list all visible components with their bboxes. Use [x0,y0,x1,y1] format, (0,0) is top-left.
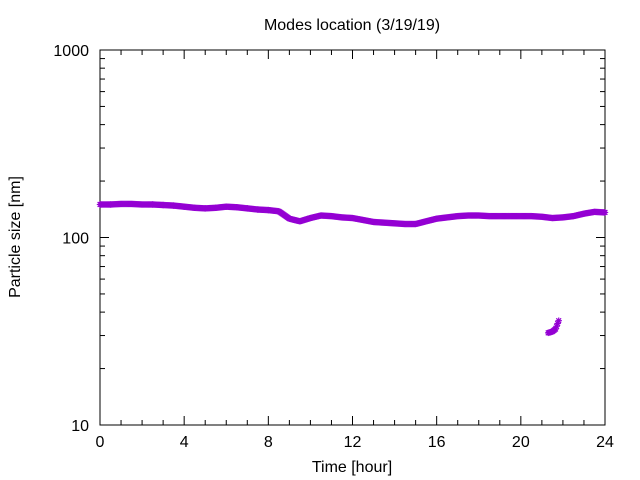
y-axis-title: Particle size [nm] [7,176,24,298]
x-axis-title: Time [hour] [312,459,392,476]
chart-title: Modes location (3/19/19) [264,17,440,34]
plot-border [99,49,606,426]
data-point [601,209,609,216]
tick-labels: 0 4 8 12 16 20 24 10 100 1000 [53,43,614,451]
x-tick-label: 16 [428,434,446,451]
title-layer: Modes location (3/19/19) Time [hour] Par… [7,17,440,476]
x-tick-label: 0 [96,434,105,451]
plot-frame [99,49,606,426]
x-tick-label: 20 [512,434,530,451]
x-tick-label: 8 [264,434,273,451]
x-tick-label: 24 [596,434,614,451]
data-point [555,317,562,324]
y-tick-label: 10 [71,418,89,435]
data-points [96,200,609,337]
x-tick-label: 12 [344,434,362,451]
x-tick-label: 4 [180,434,189,451]
y-tick-label: 1000 [53,43,89,60]
y-tick-label: 100 [62,231,89,248]
ticks [99,49,606,426]
